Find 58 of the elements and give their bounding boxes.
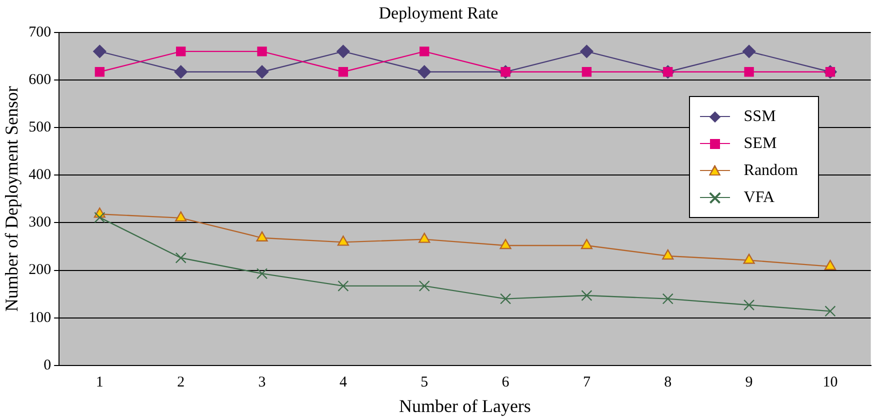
point xyxy=(581,290,592,302)
point xyxy=(176,46,186,56)
x-tick-label: 5 xyxy=(420,374,428,390)
x-tick-label: 3 xyxy=(258,374,266,390)
x-tick-label: 7 xyxy=(582,374,591,390)
point xyxy=(500,293,512,304)
point xyxy=(580,238,592,250)
legend-label: Random xyxy=(744,162,798,180)
point xyxy=(256,268,268,280)
point xyxy=(336,44,350,58)
x-tick-label: 9 xyxy=(745,374,753,390)
point xyxy=(338,280,349,292)
point xyxy=(418,65,431,78)
legend-label: SEM xyxy=(744,134,777,152)
point xyxy=(662,293,674,304)
point xyxy=(744,67,754,77)
point xyxy=(93,44,106,58)
point xyxy=(418,280,430,292)
point xyxy=(824,260,836,270)
point xyxy=(662,249,674,260)
point xyxy=(500,238,512,250)
point xyxy=(94,67,105,77)
point xyxy=(420,46,430,56)
legend-label: SSM xyxy=(744,108,776,126)
y-tick-label: 400 xyxy=(28,167,52,184)
point xyxy=(174,65,188,78)
point xyxy=(255,65,269,78)
y-tick-label: 600 xyxy=(28,72,52,88)
point xyxy=(338,67,348,77)
y-tick-label: 0 xyxy=(44,357,52,374)
y-tick-label: 500 xyxy=(28,119,52,136)
point xyxy=(742,44,756,58)
y-tick-label: 200 xyxy=(28,262,52,278)
legend-label: VFA xyxy=(744,188,775,206)
point xyxy=(257,46,267,56)
point xyxy=(94,212,106,224)
point xyxy=(824,306,836,317)
x-tick-label: 1 xyxy=(96,374,104,390)
point xyxy=(337,236,349,246)
x-tick-label: 6 xyxy=(502,374,510,390)
x-axis-title: Number of Layers xyxy=(398,396,531,416)
point xyxy=(256,231,268,242)
point xyxy=(582,67,592,77)
x-tick-label: 8 xyxy=(664,374,672,390)
point xyxy=(743,299,755,311)
point xyxy=(175,211,187,222)
y-tick-label: 100 xyxy=(28,310,52,326)
x-tick-label: 10 xyxy=(822,374,838,390)
x-tick-label: 2 xyxy=(177,374,185,390)
point xyxy=(418,232,430,243)
point xyxy=(580,44,594,58)
y-axis-title: Number of Deployment Sensor xyxy=(2,86,22,312)
x-tick-label: 4 xyxy=(339,374,348,390)
y-tick-label: 300 xyxy=(28,214,52,231)
point xyxy=(175,252,186,264)
y-tick-label: 700 xyxy=(28,24,52,40)
chart-title: Deployment Rate xyxy=(378,4,498,23)
point xyxy=(743,254,755,264)
